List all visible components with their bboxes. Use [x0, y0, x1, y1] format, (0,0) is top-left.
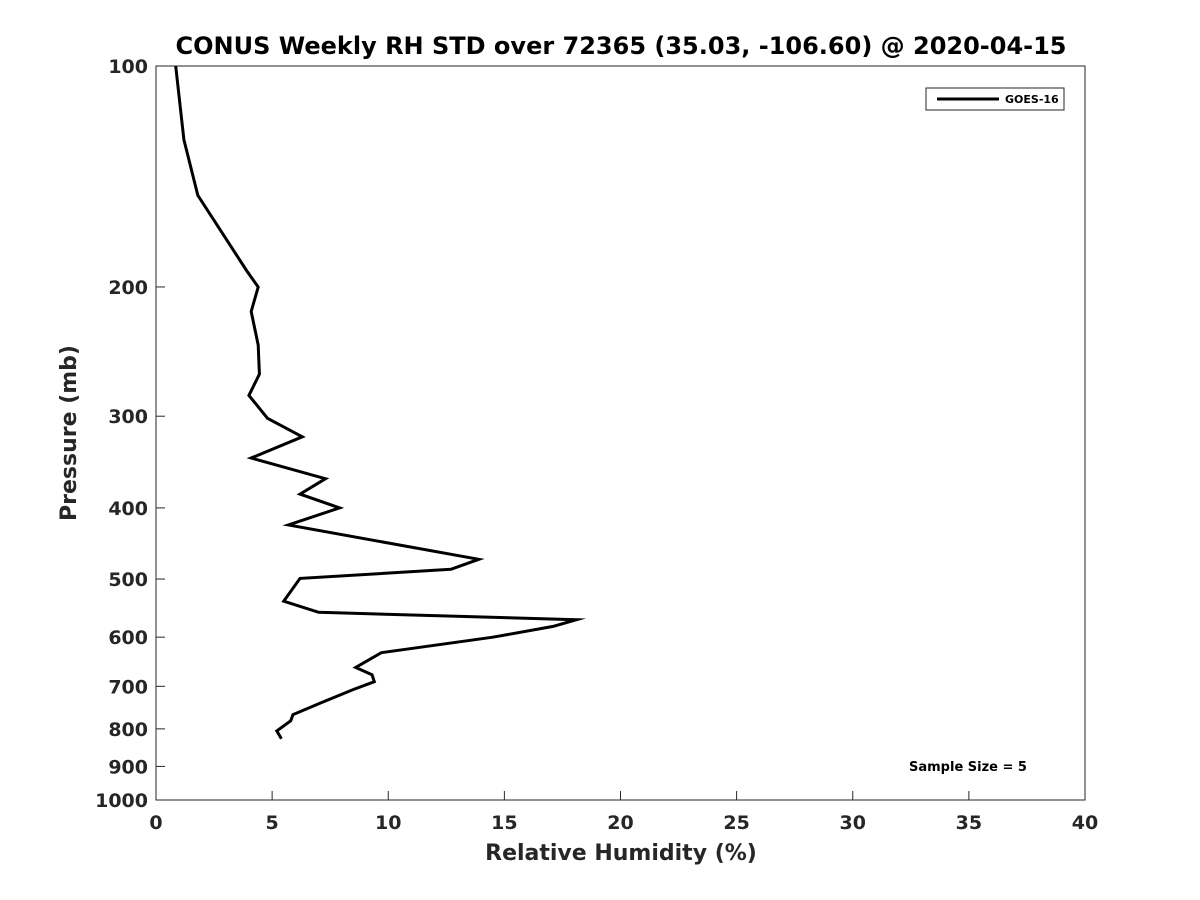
- x-tick-label: 15: [491, 812, 517, 834]
- y-tick-label: 800: [108, 719, 148, 741]
- series-layer: [174, 65, 587, 740]
- x-axis-label: Relative Humidity (%): [485, 841, 757, 866]
- y-tick-label: 200: [108, 277, 148, 299]
- x-tick-label: 5: [266, 812, 279, 834]
- y-tick-label: 600: [108, 627, 148, 649]
- y-axis-label: Pressure (mb): [57, 345, 82, 521]
- y-tick-label: 400: [108, 498, 148, 520]
- legend-entry-goes-16: GOES-16: [1005, 93, 1059, 106]
- x-tick-label: 0: [149, 812, 162, 834]
- x-tick-label: 10: [375, 812, 401, 834]
- legend: GOES-16: [925, 87, 1065, 111]
- y-tick-label: 700: [108, 676, 148, 698]
- x-tick-label: 35: [956, 812, 982, 834]
- x-tick-label: 25: [723, 812, 749, 834]
- y-tick-label: 1000: [95, 790, 148, 812]
- series-line-goes-16: [174, 65, 587, 740]
- y-tick-label: 300: [108, 406, 148, 428]
- y-tick-label: 500: [108, 569, 148, 591]
- x-tick-label: 40: [1072, 812, 1098, 834]
- sample-size-annotation: Sample Size = 5: [909, 760, 1027, 775]
- x-tick-label: 30: [840, 812, 866, 834]
- y-axis-ticks: 100 200 300 400 500 600 700 800 900 1000: [95, 56, 165, 812]
- chart-title: CONUS Weekly RH STD over 72365 (35.03, -…: [175, 32, 1066, 60]
- x-tick-label: 20: [607, 812, 633, 834]
- y-tick-label: 100: [108, 56, 148, 78]
- y-tick-label: 900: [108, 756, 148, 778]
- x-axis-ticks: 0 5 10 15 20 25 30 35 40: [149, 791, 1098, 834]
